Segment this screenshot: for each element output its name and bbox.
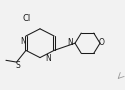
Text: N: N (20, 37, 26, 46)
Text: N: N (45, 54, 51, 63)
Text: Cl: Cl (22, 14, 30, 22)
Text: S: S (16, 61, 20, 70)
Text: O: O (99, 38, 105, 47)
Text: N: N (68, 38, 73, 47)
